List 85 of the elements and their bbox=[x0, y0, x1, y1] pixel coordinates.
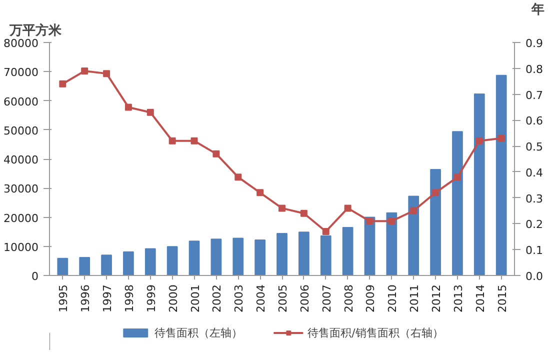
x-tick-label: 2002 bbox=[210, 284, 224, 312]
x-tick-label: 2007 bbox=[320, 284, 334, 312]
bar bbox=[496, 74, 507, 276]
bar bbox=[474, 94, 485, 276]
x-tick-label: 2006 bbox=[298, 284, 312, 312]
x-tick-label: 2012 bbox=[430, 284, 444, 312]
bar bbox=[430, 168, 441, 276]
x-tick-label: 1997 bbox=[101, 284, 114, 312]
legend-label: 待售面积/销售面积（右轴） bbox=[308, 325, 444, 340]
x-tick-label: 2004 bbox=[254, 284, 268, 312]
point bbox=[366, 218, 374, 225]
y-tick-label: 10000 bbox=[4, 240, 39, 254]
bar bbox=[408, 196, 420, 276]
y-tick-label: 0 bbox=[32, 270, 38, 283]
y2-tick-label: 0.2 bbox=[526, 218, 543, 232]
y-tick-label: 30000 bbox=[4, 182, 39, 196]
point bbox=[124, 104, 132, 111]
y2-tick-label: 0.3 bbox=[526, 192, 543, 206]
point bbox=[212, 150, 220, 158]
point bbox=[59, 80, 66, 88]
y2-tick-label: 0.8 bbox=[526, 62, 543, 76]
y-tick-label: 60000 bbox=[4, 95, 39, 108]
y2-tick-label: 0.9 bbox=[526, 37, 543, 50]
bar bbox=[57, 258, 68, 276]
point bbox=[256, 189, 264, 196]
x-tick-label: 2015 bbox=[496, 284, 509, 312]
point bbox=[498, 134, 505, 142]
bar bbox=[298, 232, 310, 276]
point bbox=[476, 137, 483, 144]
y-tick-label: 40000 bbox=[4, 154, 39, 166]
x-tick-label: 2003 bbox=[232, 284, 246, 312]
point bbox=[278, 204, 286, 212]
point bbox=[432, 189, 440, 196]
legend-label: 待售面积（左轴） bbox=[154, 325, 243, 340]
x-tick-label: 2011 bbox=[408, 284, 422, 312]
point bbox=[344, 204, 352, 212]
x-tick-label: 2001 bbox=[188, 284, 202, 312]
x-tick-label: 2008 bbox=[342, 284, 356, 312]
x-tick-label: 1995 bbox=[57, 284, 70, 312]
y-tick-label: 80000 bbox=[4, 37, 39, 50]
point bbox=[322, 228, 330, 235]
point bbox=[146, 108, 154, 116]
point bbox=[168, 137, 176, 144]
bar bbox=[166, 246, 178, 276]
x-tick-label: 2009 bbox=[364, 284, 378, 312]
bar bbox=[452, 131, 463, 276]
point bbox=[454, 174, 461, 181]
x-tick-label: 2010 bbox=[386, 284, 400, 312]
bar bbox=[144, 248, 156, 276]
y2-tick-label: 0.5 bbox=[526, 140, 543, 154]
x-tick-label: 2014 bbox=[474, 284, 487, 312]
bar bbox=[210, 238, 222, 276]
y-tick-label: 70000 bbox=[4, 66, 39, 80]
y-tick-label: 20000 bbox=[4, 212, 39, 225]
x-tick-label: 1999 bbox=[144, 284, 158, 312]
y2-tick-label: 0.1 bbox=[526, 244, 543, 258]
bar bbox=[320, 235, 332, 276]
bar bbox=[123, 251, 134, 276]
point bbox=[190, 137, 198, 144]
point bbox=[300, 210, 308, 217]
y2-tick-label: 0.6 bbox=[526, 114, 543, 128]
y2-tick-label: 0.4 bbox=[526, 166, 543, 180]
bar bbox=[386, 212, 398, 276]
point bbox=[388, 218, 396, 225]
y2-tick-label: 0.7 bbox=[526, 88, 543, 102]
x-tick-label: 1996 bbox=[79, 284, 92, 312]
bar bbox=[254, 239, 266, 276]
y2-axis-title: 年 bbox=[530, 2, 544, 18]
point bbox=[103, 70, 110, 78]
y-tick-label: 50000 bbox=[4, 124, 39, 138]
bar bbox=[79, 256, 90, 276]
point bbox=[81, 67, 88, 74]
x-tick-label: 2013 bbox=[452, 284, 465, 312]
bar bbox=[101, 254, 112, 276]
point bbox=[410, 207, 418, 214]
y2-tick-label: 0.0 bbox=[526, 270, 543, 283]
bar bbox=[276, 233, 288, 276]
bar bbox=[188, 240, 200, 276]
x-tick-label: 2000 bbox=[166, 284, 180, 312]
y-axis-title: 万平方米 bbox=[8, 22, 62, 38]
bar bbox=[232, 238, 244, 276]
x-tick-label: 2005 bbox=[276, 284, 290, 312]
point bbox=[234, 174, 242, 181]
x-tick-label: 1998 bbox=[122, 284, 136, 312]
bar bbox=[342, 226, 354, 276]
